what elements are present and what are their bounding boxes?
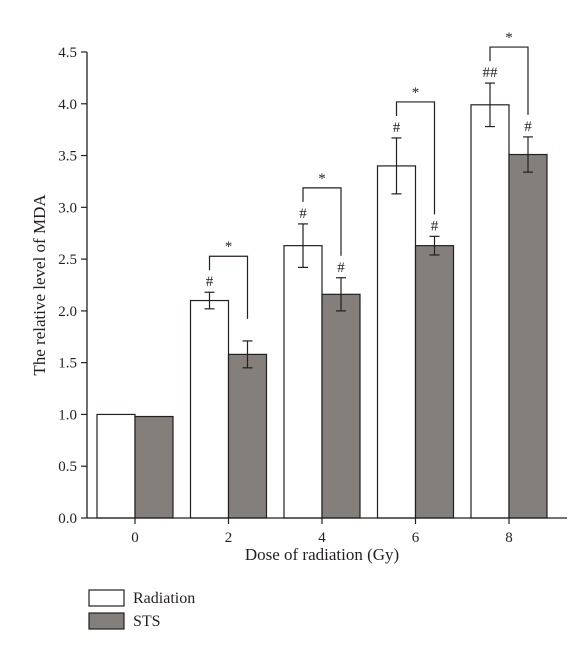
bar-radiation-6 bbox=[376, 165, 417, 519]
significance-mark: # bbox=[431, 218, 439, 234]
bar-sts-8 bbox=[508, 153, 548, 519]
axes-layer bbox=[86, 52, 567, 519]
x-axis-title: Dose of radiation (Gy) bbox=[245, 545, 399, 564]
bar-radiation-4 bbox=[283, 245, 323, 519]
bar-sts-0 bbox=[134, 415, 174, 519]
y-tick-label: 4.5 bbox=[58, 45, 77, 61]
y-tick-label: 4.0 bbox=[58, 97, 77, 113]
bar-radiation-2 bbox=[189, 299, 230, 519]
y-tick-label: 3.5 bbox=[58, 149, 77, 165]
significance-mark: # bbox=[524, 119, 532, 135]
comparison-mark: * bbox=[225, 239, 233, 255]
y-tick-label: 1.5 bbox=[58, 356, 77, 372]
comparison-bracket bbox=[208, 255, 249, 319]
comparison-mark: * bbox=[505, 30, 513, 46]
y-tick-label: 0.0 bbox=[58, 511, 77, 527]
x-tick-label: 8 bbox=[505, 530, 513, 546]
bars-layer: ########**** bbox=[96, 30, 548, 519]
x-tick-label: 2 bbox=[225, 530, 233, 546]
significance-mark: # bbox=[393, 120, 401, 136]
x-tick-label: 0 bbox=[131, 530, 139, 546]
legend-label-sts: STS bbox=[133, 613, 161, 630]
ticks-layer: 0.0 0.5 1.0 1.5 2.0 2.5 3.0 3.5 4.0 4.5 0 2 4 6 8 bbox=[58, 45, 513, 546]
y-tick-label: 2.0 bbox=[58, 304, 77, 320]
x-tick-label: 6 bbox=[412, 530, 420, 546]
legend-swatch-sts bbox=[88, 612, 125, 630]
y-tick-label: 1.0 bbox=[58, 407, 77, 423]
bar-sts-2 bbox=[227, 353, 268, 519]
comparison-bracket bbox=[489, 46, 529, 115]
y-tick-label: 2.5 bbox=[58, 252, 77, 268]
bar-sts-4 bbox=[321, 293, 361, 519]
significance-mark: # bbox=[206, 274, 214, 290]
comparison-mark: * bbox=[318, 171, 326, 187]
significance-mark: # bbox=[299, 206, 307, 222]
comparison-bracket bbox=[302, 187, 342, 256]
comparison-bracket bbox=[395, 101, 436, 215]
bar-sts-6 bbox=[414, 245, 455, 519]
y-tick-label: 3.0 bbox=[58, 200, 77, 216]
bar-radiation-0 bbox=[96, 413, 136, 519]
y-axis-title: The relative level of MDA bbox=[30, 194, 49, 376]
legend-swatch-radiation bbox=[88, 589, 125, 607]
significance-mark: # bbox=[337, 260, 345, 276]
comparison-mark: * bbox=[412, 85, 420, 101]
y-tick-label: 0.5 bbox=[58, 459, 77, 475]
legend-label-radiation: Radiation bbox=[133, 590, 195, 607]
x-tick-label: 4 bbox=[318, 530, 326, 546]
bar-radiation-8 bbox=[470, 104, 510, 519]
significance-mark: ## bbox=[483, 65, 499, 81]
legend: Radiation STS bbox=[88, 589, 195, 630]
